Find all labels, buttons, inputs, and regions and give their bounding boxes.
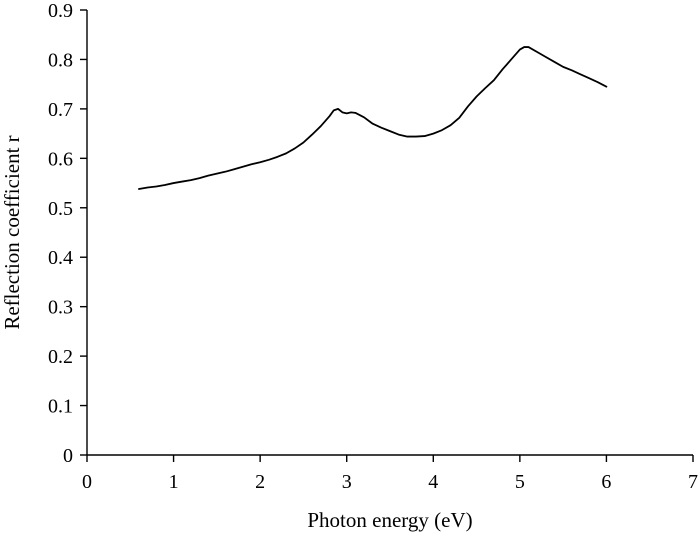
x-tick-label: 4	[428, 471, 438, 493]
x-tick-label: 6	[601, 471, 611, 493]
x-tick-label: 3	[342, 471, 352, 493]
y-tick-label: 0.9	[48, 0, 73, 22]
x-ticks: 0 1 2 3 4 5 6 7	[82, 455, 698, 493]
y-tick-label: 0.7	[48, 99, 73, 121]
y-tick-label: 0.3	[48, 297, 73, 319]
series-line	[138, 46, 608, 190]
y-ticks: 0 0.1 0.2 0.3 0.4 0.5 0.6 0.7 0.8 0.9	[48, 0, 87, 467]
y-axis-title: Reflection coefficient r	[0, 135, 24, 329]
y-tick-label: 0.1	[48, 396, 73, 418]
x-axis-title: Photon energy (eV)	[307, 508, 472, 532]
y-tick-label: 0.4	[48, 247, 73, 269]
y-tick-label: 0.5	[48, 198, 73, 220]
y-tick-label: 0.8	[48, 49, 73, 71]
y-tick-label: 0.2	[48, 346, 73, 368]
y-tick-label: 0.6	[48, 148, 73, 170]
x-tick-label: 2	[255, 471, 265, 493]
x-tick-label: 1	[169, 471, 179, 493]
y-tick-label: 0	[63, 445, 73, 467]
x-tick-label: 5	[515, 471, 525, 493]
series-layer	[138, 46, 608, 190]
axes	[86, 10, 693, 456]
x-tick-label: 7	[688, 471, 698, 493]
x-tick-label: 0	[82, 471, 92, 493]
